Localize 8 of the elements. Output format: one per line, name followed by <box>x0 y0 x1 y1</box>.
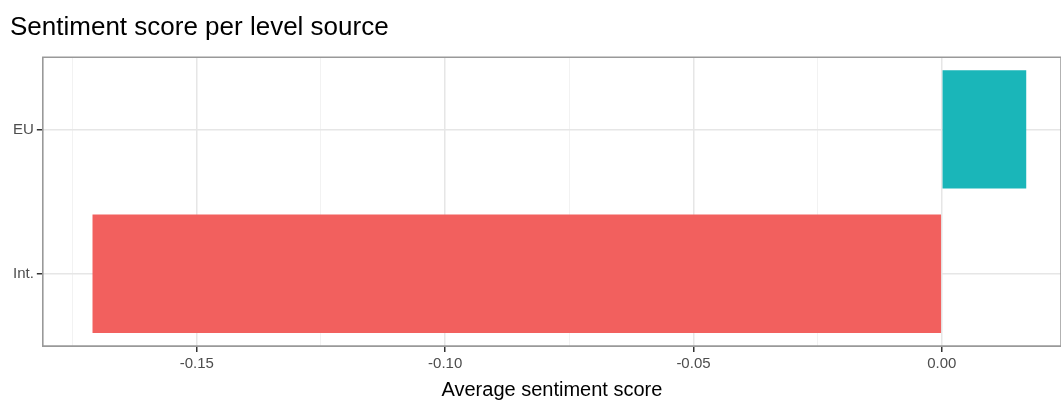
x-tick-label: 0.00 <box>927 354 957 372</box>
x-tick-label: -0.10 <box>428 354 463 372</box>
y-tick-label: EU <box>13 119 34 137</box>
x-axis-title: Average sentiment score <box>441 377 663 400</box>
y-tick-label: Int. <box>12 263 34 281</box>
chart-title: Sentiment score per level source <box>10 10 389 41</box>
x-tick-label: -0.15 <box>179 354 214 372</box>
x-tick-label: -0.05 <box>676 354 711 372</box>
